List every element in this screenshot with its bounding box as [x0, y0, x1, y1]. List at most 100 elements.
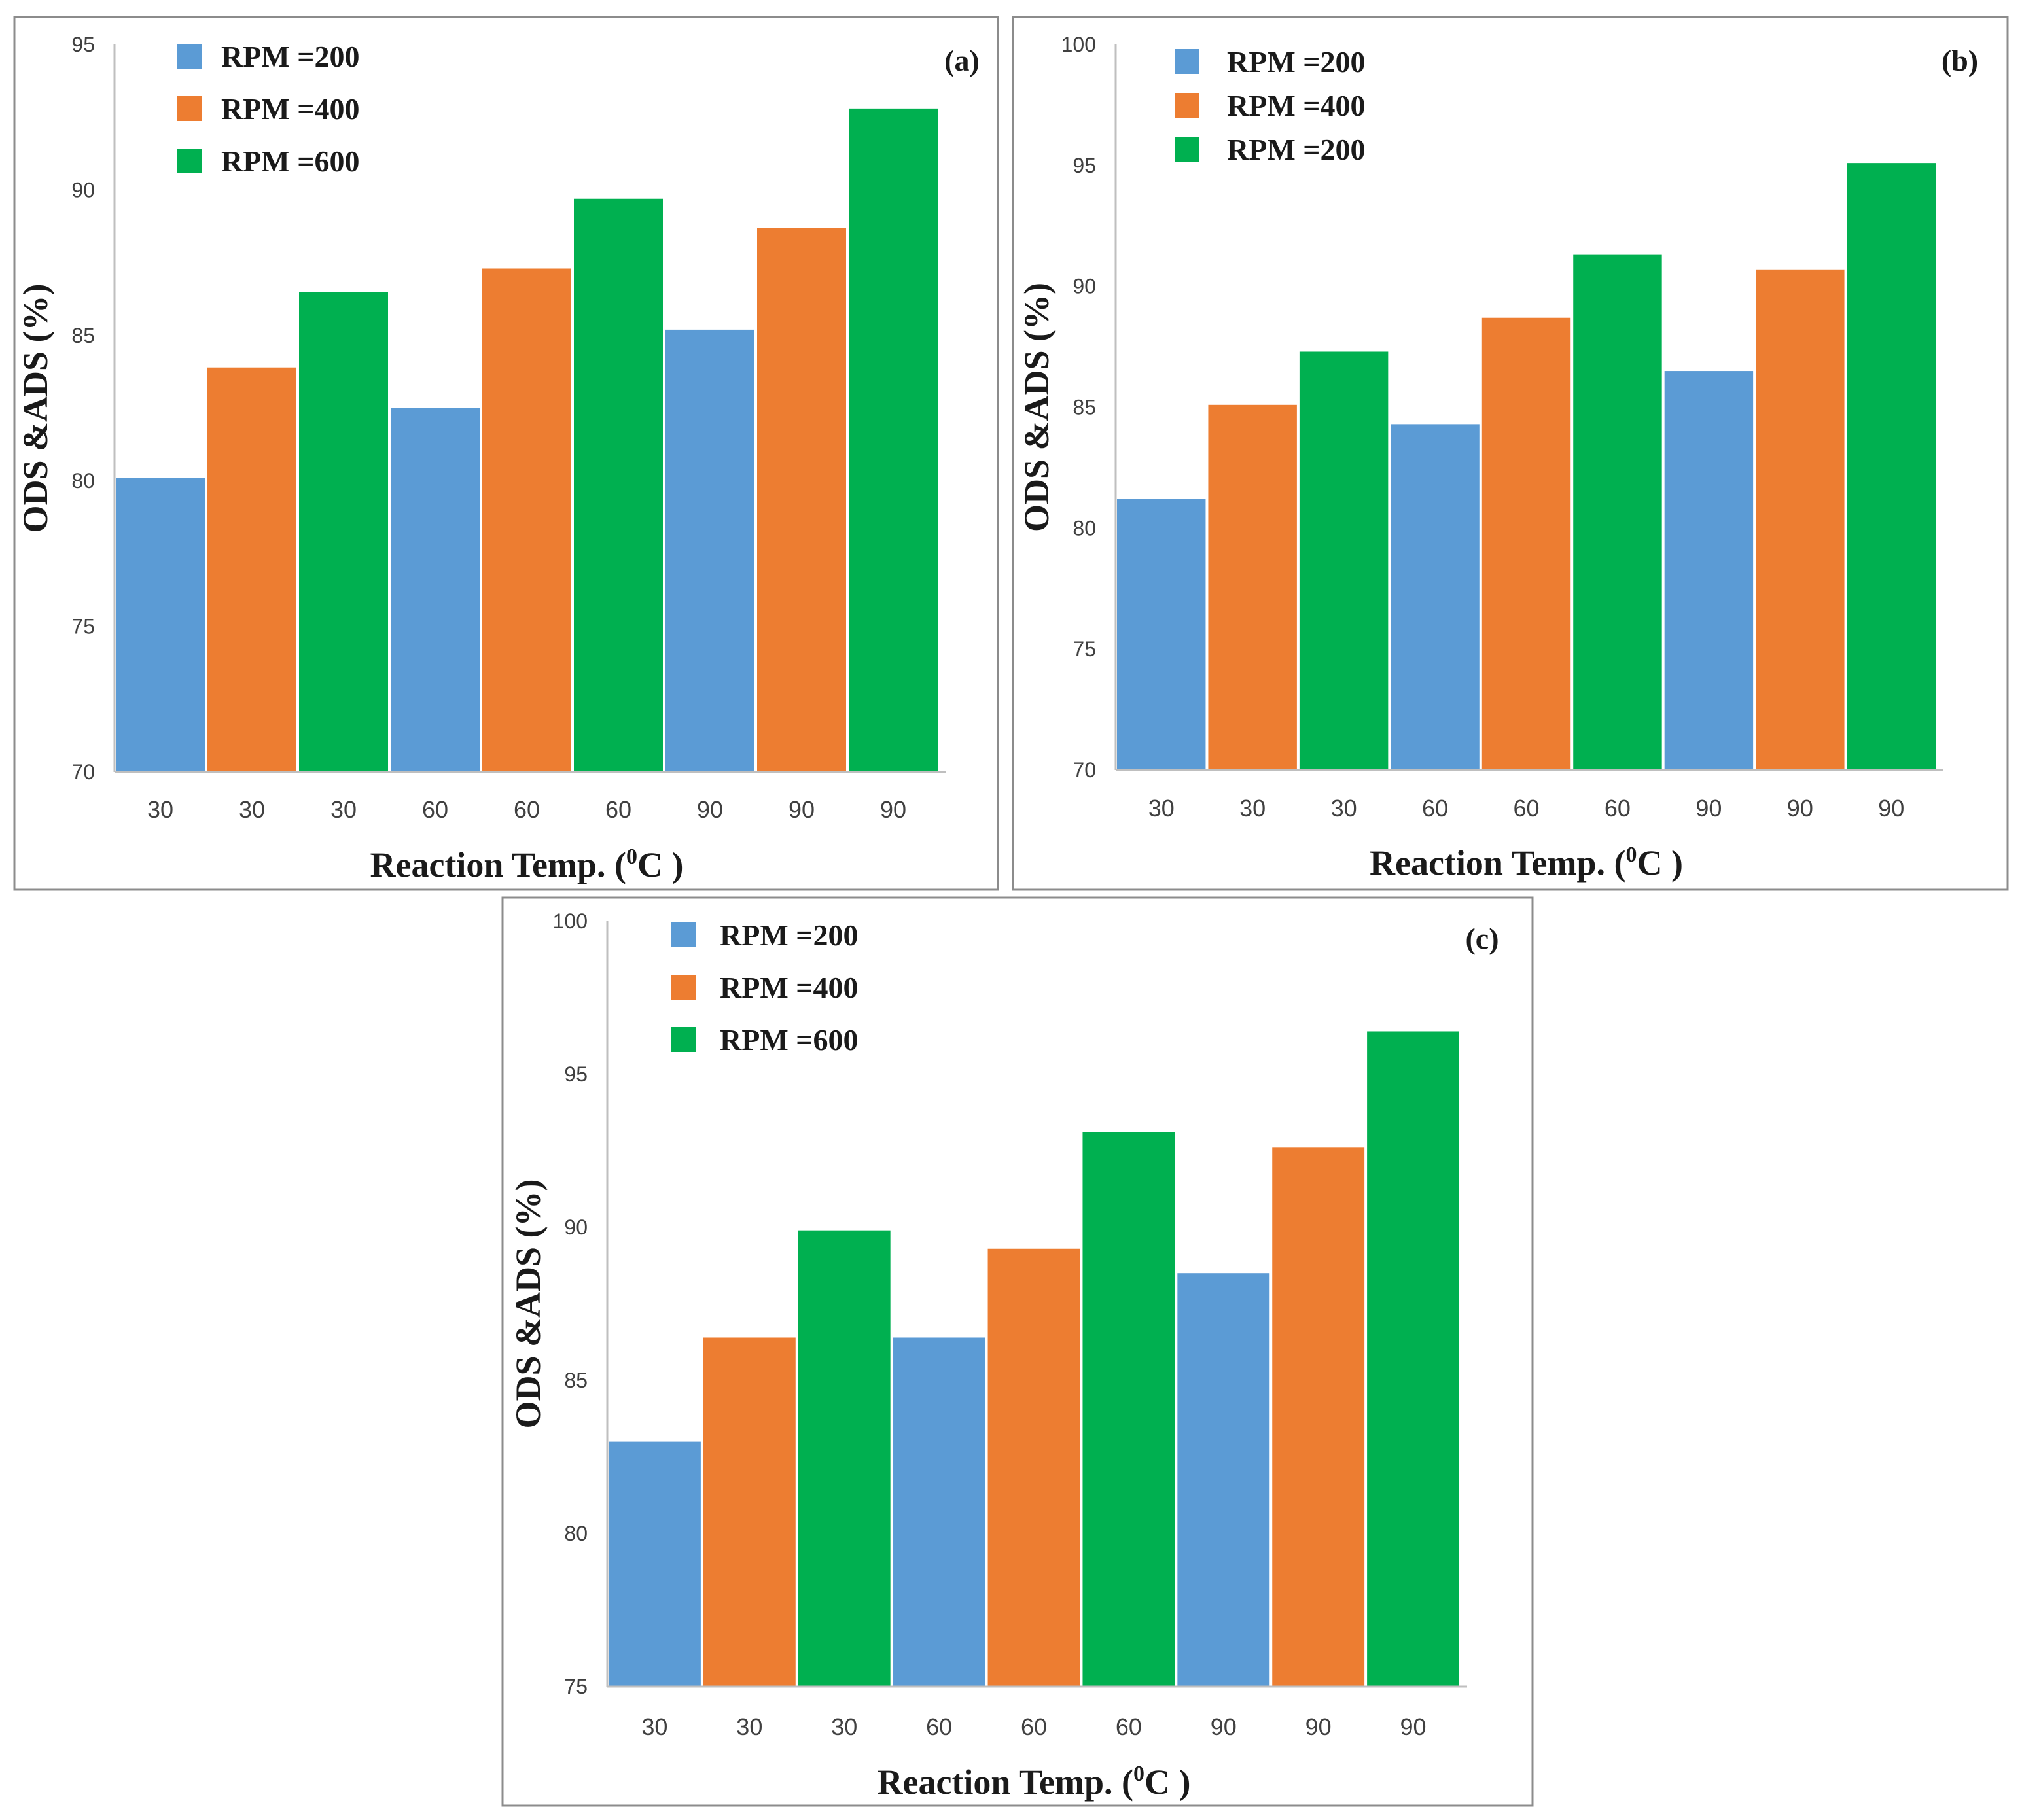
x-tick-label: 30 [831, 1713, 857, 1740]
y-tick-label: 95 [71, 33, 95, 56]
bar-30C-rpm200 [116, 478, 205, 772]
bar-90C-rpm400 [1756, 269, 1845, 770]
legend-label: RPM =200 [720, 919, 858, 952]
y-tick-label: 90 [564, 1216, 588, 1239]
x-tick-label: 30 [239, 796, 265, 823]
y-tick-label: 85 [564, 1369, 588, 1392]
bar-60C-rpm600 [574, 198, 663, 772]
x-tick-label: 30 [736, 1713, 762, 1740]
panel-label: (a) [944, 44, 980, 77]
bar-60C-rpm400 [482, 268, 571, 773]
x-axis-title-sup: 0 [1133, 1762, 1144, 1786]
x-axis-title-tail: C ) [1637, 843, 1683, 883]
legend-swatch [671, 1027, 696, 1052]
x-tick-label: 60 [1021, 1713, 1047, 1740]
x-tick-label: 60 [514, 796, 540, 823]
y-tick-label: 90 [1073, 275, 1096, 298]
bar-60C-rpm200 [1391, 424, 1480, 770]
legend-swatch [1175, 49, 1199, 74]
y-tick-label: 95 [564, 1062, 588, 1086]
bar-30C-rpm200 [609, 1441, 701, 1687]
bar-60C-rpm400 [987, 1248, 1080, 1687]
x-tick-label: 60 [605, 796, 631, 823]
y-axis-title: ODS &ADS (%) [16, 283, 55, 533]
x-tick-label: 60 [422, 796, 448, 823]
y-tick-label: 90 [71, 178, 95, 201]
x-tick-label: 90 [1400, 1713, 1427, 1740]
chart-panel-a: 70 75 80 85 90 95 30 30 30 60 60 60 90 90 90 RPM =200 RP… [13, 16, 999, 891]
bar-30C-rpm200 [1117, 499, 1206, 770]
legend-label: RPM =200 [1227, 45, 1365, 79]
legend-label: RPM =400 [720, 971, 858, 1004]
bar-30C-rpm600 [1299, 351, 1389, 770]
y-tick-label: 75 [71, 615, 95, 639]
y-tick-label: 80 [1073, 516, 1096, 540]
x-axis-title: Reaction Temp. (0C ) [878, 1762, 1191, 1802]
x-tick-label: 60 [1422, 795, 1448, 822]
x-axis-title-tail: C ) [637, 845, 683, 884]
legend-swatch [671, 922, 696, 947]
bar-60C-rpm200 [391, 408, 480, 772]
legend-swatch [177, 44, 202, 69]
x-tick-label: 30 [1148, 795, 1175, 822]
y-tick-label: 100 [1061, 33, 1096, 56]
x-tick-label: 90 [1305, 1713, 1332, 1740]
bar-60C-rpm600 [1573, 254, 1662, 770]
bar-90C-rpm200 [665, 329, 754, 772]
y-tick-label: 70 [1073, 758, 1096, 782]
x-tick-label: 90 [880, 796, 906, 823]
legend-label: RPM =600 [221, 145, 359, 178]
x-tick-label: 90 [1695, 795, 1722, 822]
legend-swatch [177, 96, 202, 121]
y-tick-label: 80 [71, 469, 95, 493]
chart-panel-c: 75 80 85 90 95 100 30 30 30 60 60 60 90 90 90 RPM =200 R… [501, 896, 1534, 1807]
x-tick-label: 60 [1605, 795, 1631, 822]
x-tick-label: 30 [1239, 795, 1266, 822]
bar-60C-rpm600 [1082, 1132, 1175, 1687]
y-axis-title: ODS &ADS (%) [508, 1179, 548, 1428]
x-tick-label: 60 [1513, 795, 1539, 822]
x-tick-label: 90 [697, 796, 723, 823]
y-tick-label: 80 [564, 1522, 588, 1545]
y-axis-title: ODS &ADS (%) [1017, 283, 1056, 532]
bar-30C-rpm400 [207, 367, 296, 772]
x-tick-label: 30 [1331, 795, 1357, 822]
bar-90C-rpm200 [1664, 371, 1754, 770]
bar-30C-rpm600 [299, 292, 388, 773]
x-axis-title-tail: C ) [1144, 1762, 1190, 1802]
panel-label: (c) [1465, 922, 1499, 955]
y-tick-label: 85 [71, 324, 95, 347]
y-tick-label: 75 [1073, 637, 1096, 661]
legend-label: RPM =600 [720, 1023, 858, 1057]
y-tick-label: 85 [1073, 396, 1096, 419]
y-tick-label: 75 [564, 1675, 588, 1698]
x-tick-label: 30 [641, 1713, 667, 1740]
x-axis-title: Reaction Temp. (0C ) [1370, 843, 1683, 883]
x-tick-label: 30 [147, 796, 173, 823]
x-axis-title-main: Reaction Temp. ( [1370, 843, 1626, 883]
x-axis-title-sup: 0 [1626, 843, 1637, 867]
x-axis-title-main: Reaction Temp. ( [370, 845, 627, 884]
bar-30C-rpm400 [1208, 404, 1297, 770]
legend-label: RPM =200 [221, 40, 359, 73]
legend-label: RPM =200 [1227, 133, 1365, 166]
legend-swatch [1175, 137, 1199, 162]
legend-label: RPM =400 [221, 92, 359, 126]
bar-90C-rpm400 [757, 228, 846, 772]
x-axis-title: Reaction Temp. (0C ) [370, 845, 684, 884]
legend-swatch [1175, 93, 1199, 118]
x-tick-label: 90 [1787, 795, 1813, 822]
x-tick-label: 30 [330, 796, 357, 823]
panel-label: (b) [1942, 44, 1978, 77]
x-axis-title-main: Reaction Temp. ( [878, 1762, 1134, 1802]
x-axis-title-sup: 0 [626, 845, 637, 869]
x-tick-label: 90 [1878, 795, 1904, 822]
bar-60C-rpm200 [893, 1337, 985, 1687]
y-tick-label: 100 [553, 909, 588, 933]
chart-panel-b: 70 75 80 85 90 95 100 30 30 30 60 60 60 90 90 90 RPM =20… [1012, 16, 2009, 891]
bar-30C-rpm400 [703, 1337, 796, 1687]
x-tick-label: 90 [1211, 1713, 1237, 1740]
x-tick-label: 90 [789, 796, 815, 823]
bar-30C-rpm600 [798, 1230, 891, 1687]
